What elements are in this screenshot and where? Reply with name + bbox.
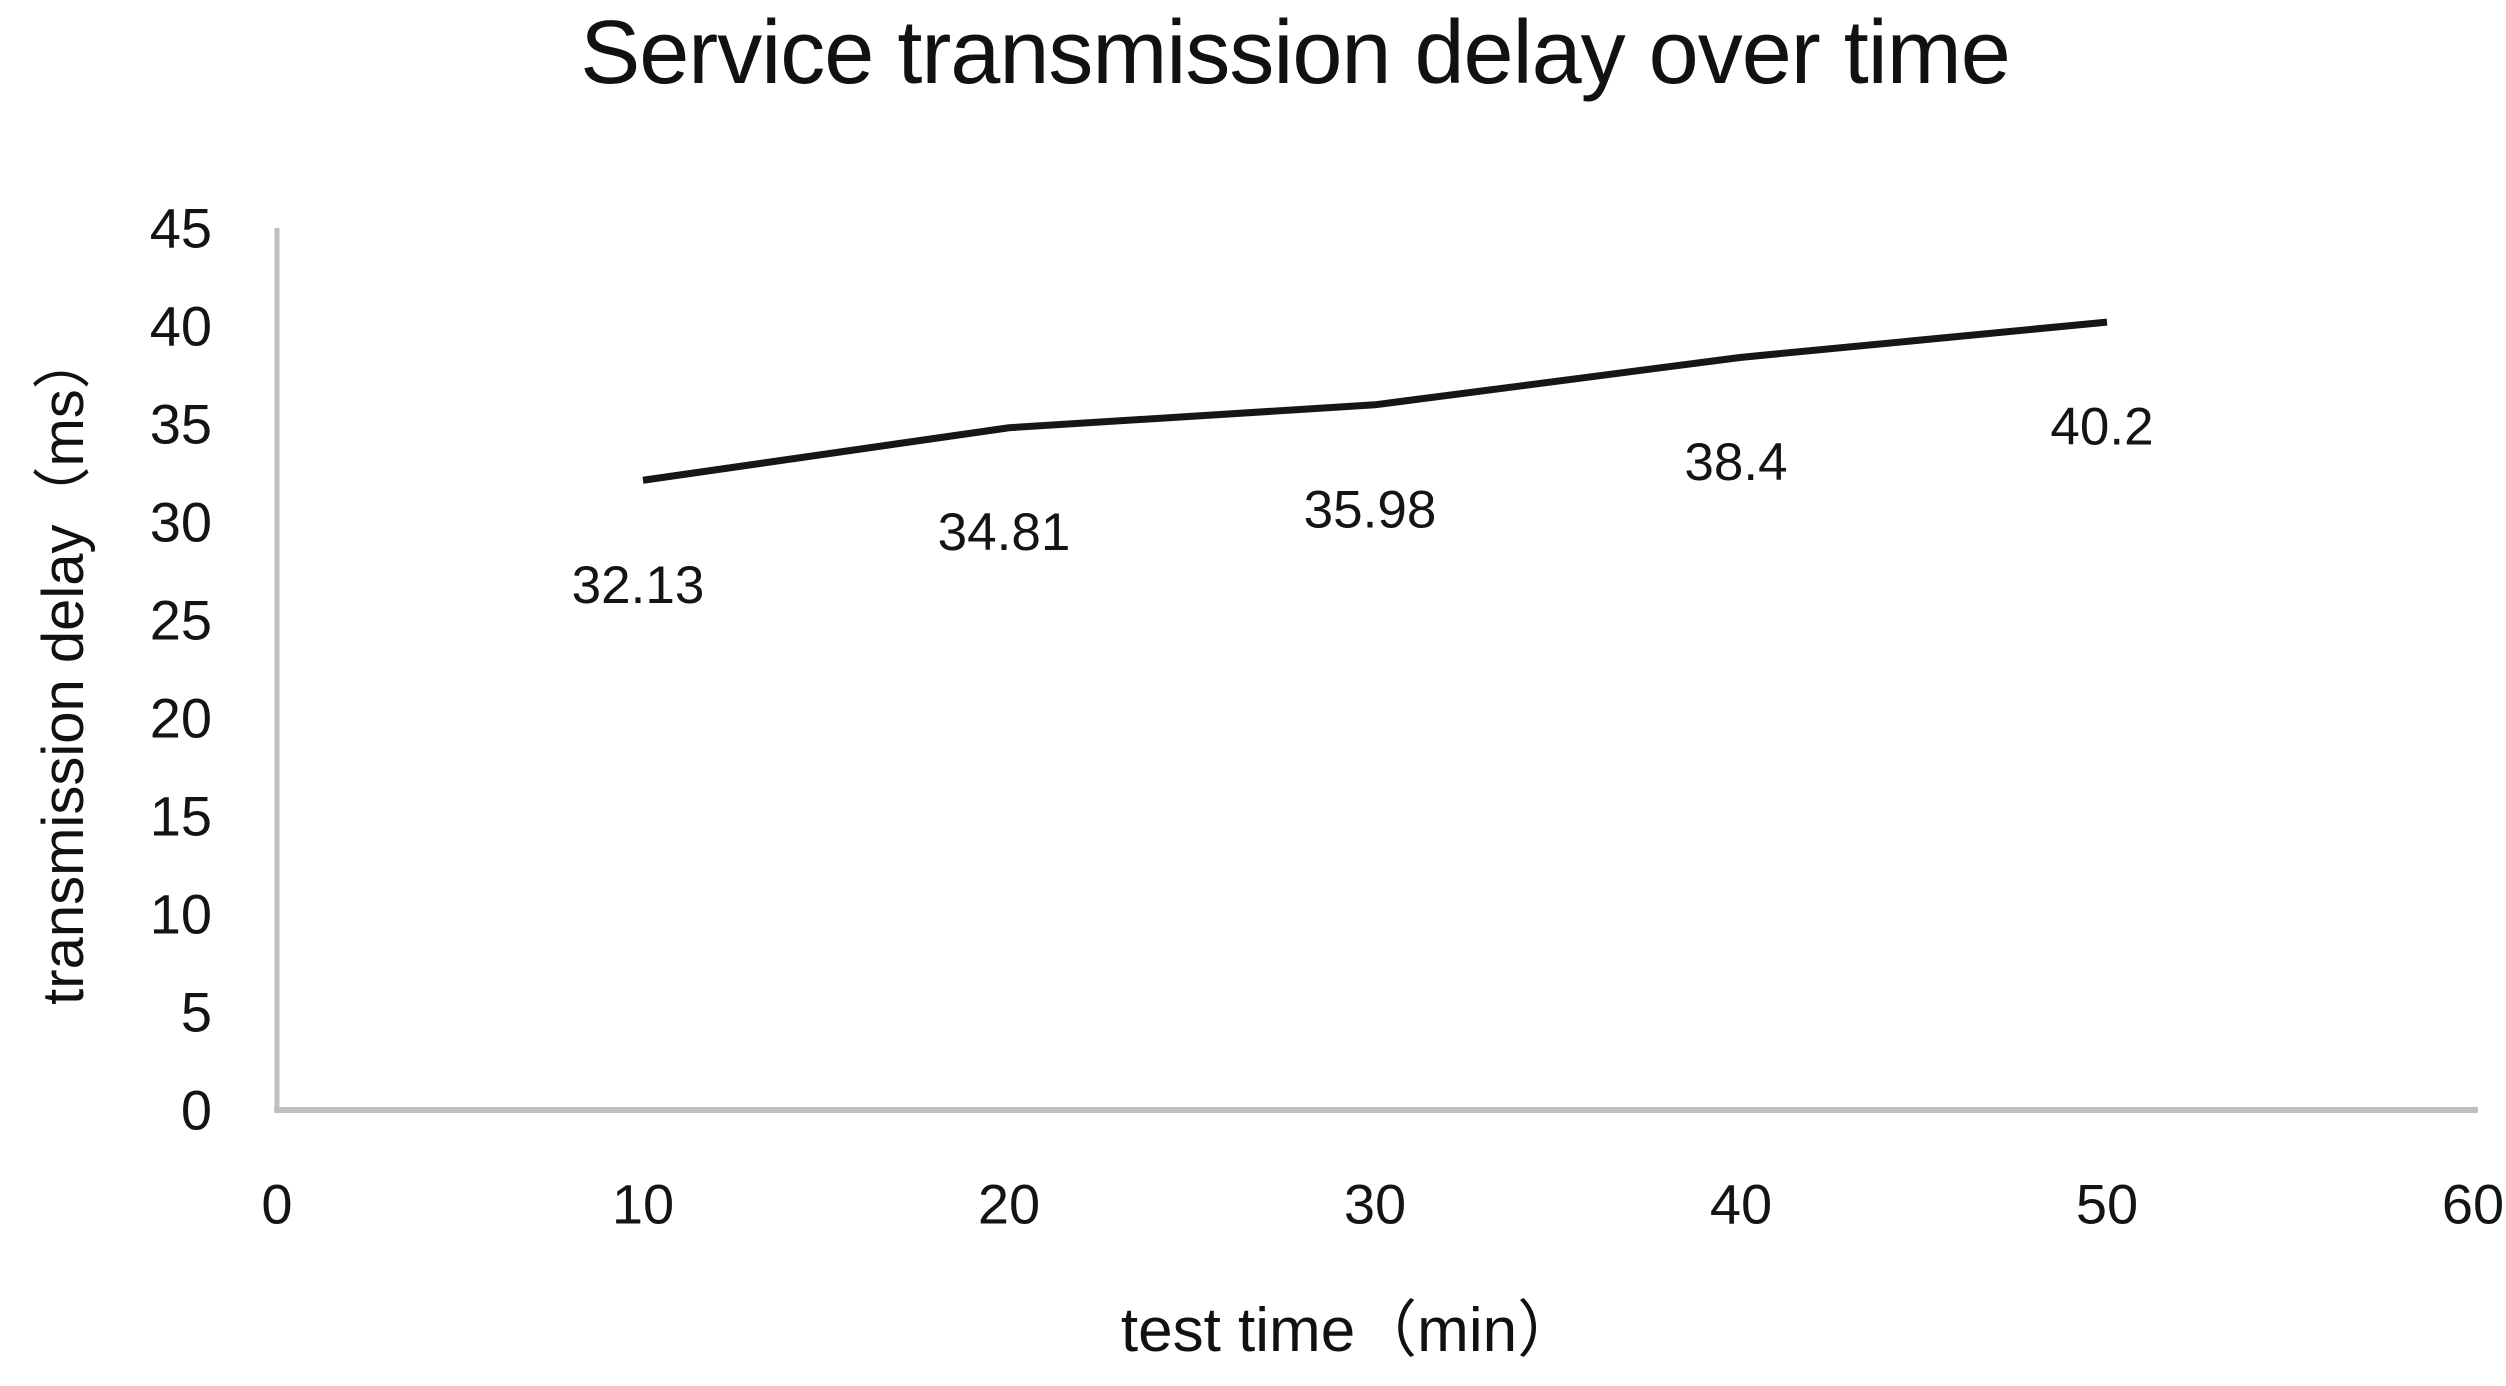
x-tick-label: 0: [261, 1173, 292, 1236]
x-axis-title: test time（min）: [1120, 1296, 1580, 1365]
data-point-label: 40.2: [2050, 398, 2153, 457]
x-tick-label: 50: [2076, 1173, 2138, 1236]
y-tick-label: 25: [150, 589, 212, 652]
y-tick-label: 5: [181, 981, 212, 1044]
x-tick-label: 10: [612, 1173, 674, 1236]
y-tick-label: 0: [181, 1079, 212, 1142]
y-tick-label: 20: [150, 687, 212, 750]
chart-title: Service transmission delay over time: [580, 3, 2011, 103]
y-tick-label: 35: [150, 393, 212, 456]
y-tick-label: 30: [150, 491, 212, 554]
y-tick-label: 10: [150, 883, 212, 946]
data-point-label: 32.13: [572, 556, 705, 615]
data-point-label: 34.81: [938, 503, 1071, 562]
y-tick-label: 15: [150, 785, 212, 848]
x-tick-label: 40: [1710, 1173, 1772, 1236]
data-point-label: 35.98: [1304, 480, 1437, 539]
y-tick-label: 40: [150, 295, 212, 358]
data-point-label: 38.4: [1684, 433, 1787, 492]
x-tick-label: 60: [2442, 1173, 2504, 1236]
y-tick-label: 45: [150, 197, 212, 260]
delay-line: [642, 318, 2108, 484]
x-tick-label: 30: [1344, 1173, 1406, 1236]
x-tick-label: 20: [978, 1173, 1040, 1236]
